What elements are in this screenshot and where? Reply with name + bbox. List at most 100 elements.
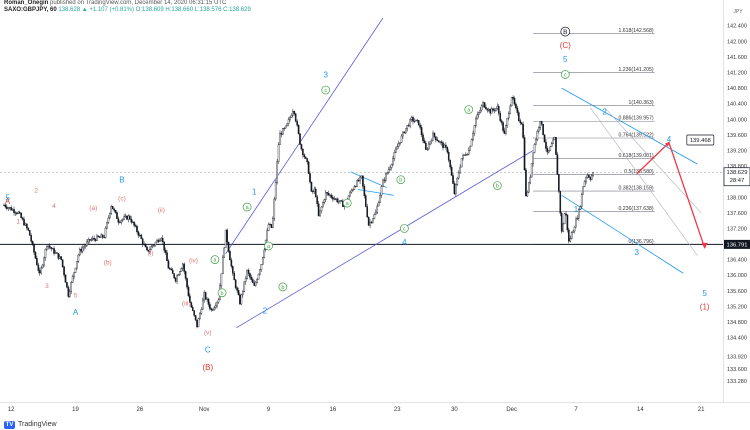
x-tick-label: 26 — [137, 407, 144, 413]
candle-body — [284, 125, 287, 129]
candle-body — [352, 189, 354, 191]
candle-body — [540, 121, 543, 125]
tradingview-logo-icon[interactable]: TV — [4, 420, 15, 429]
wave-circle — [278, 282, 288, 292]
candle-body — [51, 248, 54, 250]
y-tick-label: 140.800 — [727, 86, 747, 92]
countdown-label: 28:47 — [730, 178, 745, 184]
candle-body — [77, 254, 80, 262]
candle-body — [450, 166, 453, 176]
candle-body — [111, 206, 114, 210]
wave-circle — [321, 85, 331, 95]
wave-label: c — [324, 88, 327, 94]
candle-body — [435, 136, 437, 141]
candle-body — [406, 125, 409, 129]
candle-body — [99, 236, 101, 238]
wave-circle — [264, 241, 273, 251]
candle-body — [447, 151, 450, 161]
candle-body — [70, 281, 73, 292]
wave-label: c — [564, 72, 567, 78]
wave-label: 5 — [702, 289, 707, 298]
candle-body — [80, 248, 83, 252]
candle-body — [84, 245, 87, 247]
candle-body — [449, 159, 451, 168]
candle-body — [322, 202, 324, 208]
candle-body — [266, 230, 268, 241]
candle-body — [71, 276, 74, 283]
y-tick-label: 136.400 — [727, 258, 747, 264]
fib-level-label: 1.618(142.568) — [618, 28, 653, 34]
candle-body — [412, 117, 414, 122]
y-tick-label: 133.920 — [727, 354, 747, 360]
candle-body — [20, 212, 22, 219]
y-axis-ticks: 133.280 133.600 133.920 134.400 134.800 135.2… — [727, 24, 747, 385]
arrow-head — [664, 141, 670, 147]
candle-body — [314, 188, 317, 197]
wave-circle — [217, 288, 227, 298]
wave-labels: A512435A(a)(b)(c)B(i)(ii)(iii)(iv)(v)C(B… — [5, 26, 710, 372]
chart-header: Roman_Onegin published on TradingView.co… — [4, 0, 724, 18]
candle-body — [446, 147, 449, 153]
candle-body — [399, 142, 401, 144]
fib-level-label: 0.618(139.001) — [618, 153, 653, 159]
candle-body — [60, 256, 62, 260]
candle-body — [477, 112, 480, 115]
candle-body — [30, 235, 32, 242]
candle-body — [336, 198, 338, 203]
wave-label: C — [205, 345, 211, 354]
candle-body — [262, 257, 264, 265]
candle-body — [573, 226, 576, 232]
candle-body — [546, 148, 549, 153]
wave-label: (1) — [700, 302, 710, 311]
candle-body — [34, 252, 37, 259]
candle-body — [422, 134, 424, 141]
candle-body — [497, 106, 500, 114]
candle-body — [356, 180, 359, 187]
candle-body — [33, 244, 35, 253]
candle-body — [129, 215, 131, 220]
candle-body — [233, 272, 236, 281]
candle-body — [199, 313, 201, 319]
candle-body — [67, 286, 70, 297]
candle-body — [472, 133, 474, 140]
candle-body — [432, 132, 434, 141]
candle-body — [61, 259, 64, 267]
wave-label: a — [213, 258, 217, 264]
axis-unit: JPY — [733, 9, 743, 15]
candle-body — [163, 241, 165, 251]
candle-body — [187, 286, 190, 297]
candle-body — [509, 105, 512, 114]
candle-body — [139, 234, 141, 236]
candle-body — [319, 210, 321, 217]
candle-body — [279, 132, 281, 145]
wave-label: c — [403, 226, 406, 232]
fib-level-label: 0.382(138.159) — [618, 186, 653, 192]
candle-body — [83, 246, 85, 249]
candle-body — [74, 267, 77, 273]
candle-body — [403, 131, 406, 134]
candle-body — [559, 191, 562, 214]
candle-body — [224, 229, 227, 249]
author-name[interactable]: Roman_Onegin — [4, 0, 49, 6]
candle-body — [570, 232, 573, 239]
y-tick-label: 137.200 — [727, 226, 747, 232]
candle-body — [166, 252, 168, 262]
candle-body — [390, 164, 393, 168]
candle-body — [493, 109, 496, 111]
wave-label: (b) — [104, 260, 112, 267]
candle-body — [515, 103, 517, 109]
candle-body — [87, 239, 90, 243]
candle-body — [439, 141, 441, 143]
fib-level-label: 0(136.796) — [629, 239, 654, 245]
candle-body — [94, 239, 97, 241]
candle-body — [194, 315, 197, 321]
candle-body — [419, 124, 421, 128]
candle-body — [68, 291, 71, 297]
wave-label: (v) — [204, 330, 212, 337]
candle-body — [302, 148, 304, 155]
y-tick-label: 141.200 — [727, 71, 747, 77]
candle-body — [304, 156, 307, 159]
fib-level-label: 1(140.363) — [629, 100, 654, 106]
candle-body — [41, 264, 44, 269]
